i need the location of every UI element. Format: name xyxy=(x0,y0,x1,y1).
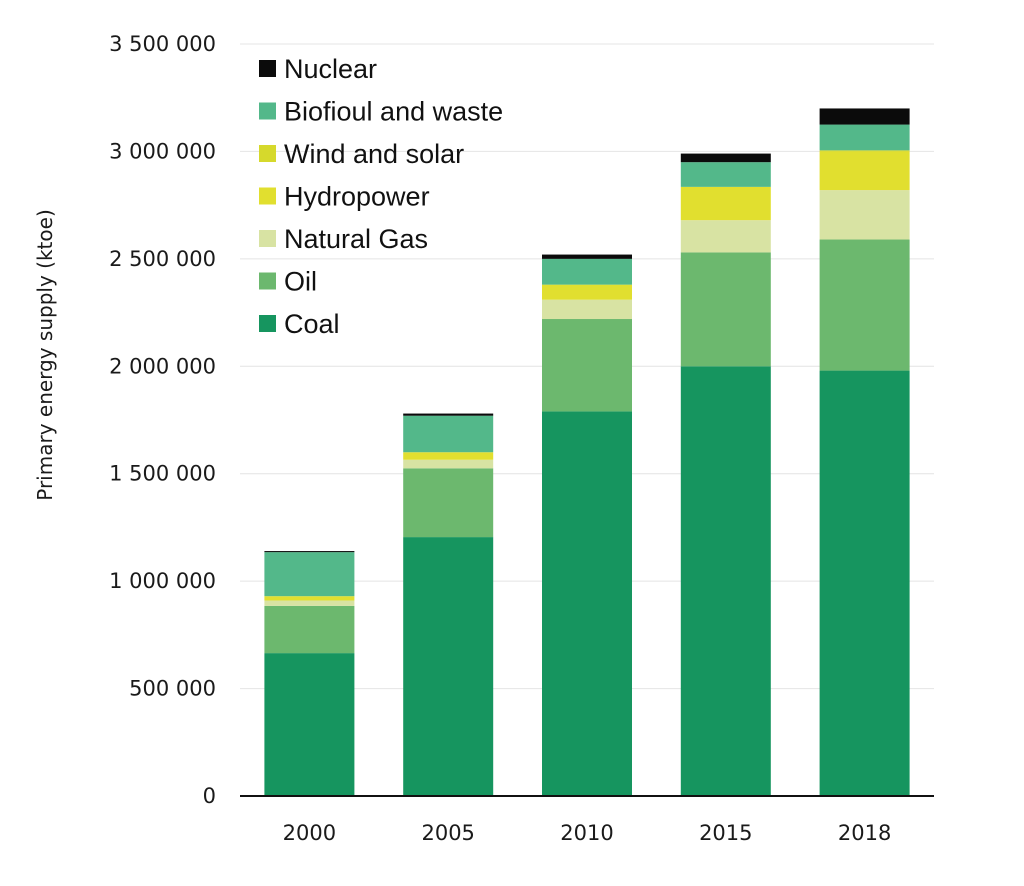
legend-label: Nuclear xyxy=(284,54,377,84)
x-tick-label: 2015 xyxy=(699,821,752,845)
bar-segment-nuclear-2010 xyxy=(542,254,632,259)
bar-segment-oil-2010 xyxy=(542,319,632,412)
bar-segment-nuclear-2000 xyxy=(264,551,355,553)
legend-label: Coal xyxy=(284,309,340,339)
y-tick-label: 1 500 000 xyxy=(109,462,216,486)
bar-segment-natural-gas-2000 xyxy=(264,600,355,606)
y-tick-label: 1 000 000 xyxy=(109,569,216,593)
y-tick-label: 3 500 000 xyxy=(109,32,216,56)
legend-swatch xyxy=(259,102,276,120)
bar-segment-coal-2000 xyxy=(264,653,355,796)
bar-segment-biofioul-and-waste-2000 xyxy=(264,552,355,597)
bar-segment-hydropower-2000 xyxy=(264,596,355,601)
bar-segment-coal-2018 xyxy=(819,370,910,796)
legend-label: Oil xyxy=(284,267,317,297)
bar-segment-oil-2005 xyxy=(403,468,494,538)
bar-segment-biofioul-and-waste-2018 xyxy=(819,124,910,151)
x-tick-labels: 2000 2005 2010 2015 2018 xyxy=(283,821,892,845)
bar-segment-biofioul-and-waste-2010 xyxy=(542,258,632,285)
y-tick-labels: 0 500 000 1 000 000 1 500 000 2 000 000 2 500… xyxy=(109,32,216,808)
legend-label: Natural Gas xyxy=(284,224,428,254)
bar-segment-oil-2000 xyxy=(264,605,355,654)
bar-segment-natural-gas-2005 xyxy=(403,459,494,469)
bar-segment-nuclear-2015 xyxy=(680,153,771,163)
x-tick-label: 2018 xyxy=(838,821,891,845)
bar-segment-natural-gas-2018 xyxy=(819,190,910,240)
legend-swatch xyxy=(259,187,276,205)
legend: Nuclear Biofioul and waste Wind and solar H… xyxy=(259,54,503,339)
legend-swatch xyxy=(259,145,276,162)
bar-segment-natural-gas-2010 xyxy=(542,299,632,320)
y-tick-label: 500 000 xyxy=(129,677,216,701)
bar-segment-biofioul-and-waste-2005 xyxy=(403,415,494,453)
y-tick-label: 0 xyxy=(203,784,216,808)
bar-segment-hydropower-2005 xyxy=(403,452,494,460)
legend-swatch xyxy=(259,272,276,290)
bar-segment-biofioul-and-waste-2015 xyxy=(680,162,771,187)
bar-segment-wind-and-solar-2018 xyxy=(819,150,910,152)
x-tick-label: 2010 xyxy=(560,821,613,845)
bar-segment-coal-2005 xyxy=(403,537,494,796)
bars xyxy=(264,108,910,796)
legend-label: Biofioul and waste xyxy=(284,97,503,127)
bar-segment-oil-2015 xyxy=(680,252,771,367)
y-tick-label: 2 500 000 xyxy=(109,247,216,271)
bar-segment-coal-2015 xyxy=(680,366,771,796)
legend-label: Hydropower xyxy=(284,182,430,212)
y-axis-title: Primary energy supply (ktoe) xyxy=(33,209,57,501)
legend-swatch xyxy=(259,315,276,332)
bar-segment-hydropower-2015 xyxy=(680,186,771,221)
bar-segment-nuclear-2005 xyxy=(403,413,494,416)
y-tick-label: 3 000 000 xyxy=(109,139,216,163)
legend-label: Wind and solar xyxy=(284,139,464,169)
bar-segment-hydropower-2018 xyxy=(819,151,910,191)
x-tick-label: 2005 xyxy=(421,821,474,845)
bar-segment-natural-gas-2015 xyxy=(680,220,771,253)
bar-segment-nuclear-2018 xyxy=(819,108,910,125)
bar-segment-hydropower-2010 xyxy=(542,284,632,300)
bar-segment-oil-2018 xyxy=(819,239,910,371)
legend-swatch xyxy=(259,60,276,77)
legend-swatch xyxy=(259,230,276,247)
y-tick-label: 2 000 000 xyxy=(109,354,216,378)
bar-segment-coal-2010 xyxy=(542,411,632,796)
x-tick-label: 2000 xyxy=(283,821,336,845)
